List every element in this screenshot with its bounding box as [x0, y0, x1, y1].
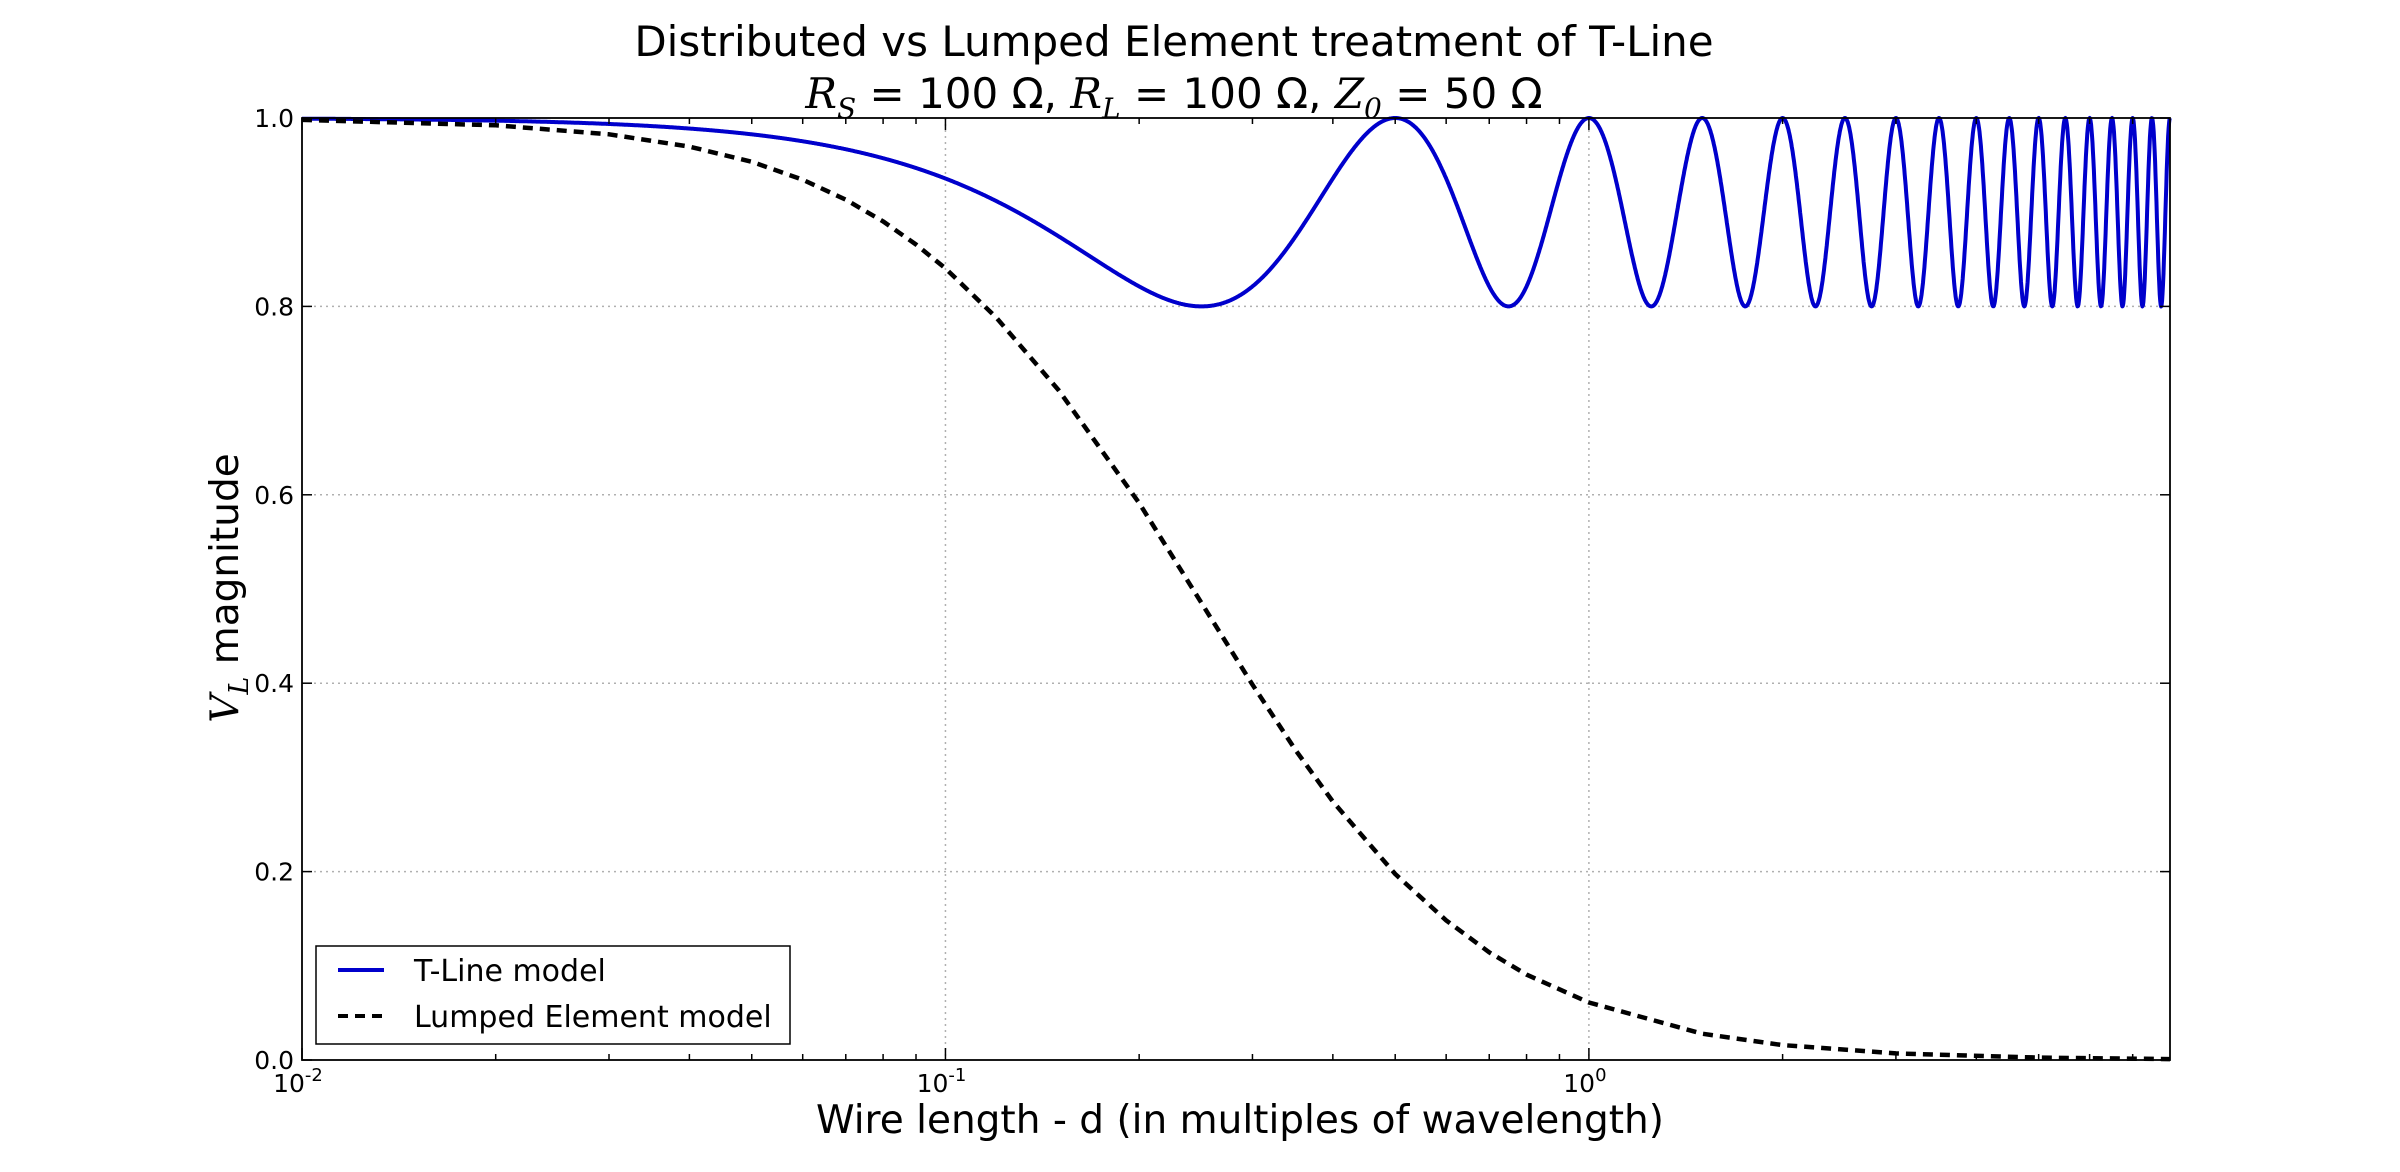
rl-symbol: R — [1069, 69, 1102, 118]
z0-symbol: Z — [1333, 69, 1365, 118]
z0-subscript: 0 — [1364, 92, 1382, 125]
series-tline-model — [300, 116, 2172, 309]
series-layer — [300, 116, 2172, 1062]
x-tick-exponent: -2 — [305, 1065, 323, 1086]
rl-value: = 100 Ω, — [1121, 69, 1335, 118]
x-tick-base: 10 — [917, 1069, 949, 1098]
axis-ticks: 0.00.20.40.60.81.010-2 10-1 100 — [254, 104, 2170, 1098]
x-tick-label: 10-2 — [273, 1065, 323, 1098]
y-tick-label: 0.8 — [254, 292, 294, 321]
rs-symbol: R — [804, 69, 837, 118]
x-axis-label: Wire length - d (in multiples of wavelen… — [816, 1098, 1664, 1143]
y-axis-label: VL magnitude — [203, 453, 255, 722]
plot-frame — [301, 117, 2171, 1061]
rs-value: = 100 Ω, — [856, 69, 1070, 118]
x-tick-label: 100 — [1563, 1065, 1606, 1098]
legend-label-tline: T-Line model — [413, 954, 606, 989]
x-tick-exponent: 0 — [1595, 1065, 1606, 1086]
rs-subscript: S — [837, 92, 856, 125]
legend: T-Line model Lumped Element model — [315, 945, 791, 1045]
rl-subscript: L — [1101, 92, 1121, 125]
series-lumped-element-model — [301, 117, 2171, 1062]
y-tick-label: 0.6 — [254, 481, 294, 510]
y-label-subscript: L — [224, 677, 255, 696]
y-tick-label: 0.2 — [254, 858, 294, 887]
x-tick-exponent: -1 — [948, 1065, 966, 1086]
y-tick-label: 0.4 — [254, 669, 294, 698]
legend-label-lumped: Lumped Element model — [414, 1000, 772, 1035]
y-label-symbol: V — [203, 691, 248, 723]
y-label-text: magnitude — [203, 453, 248, 676]
x-tick-base: 10 — [273, 1069, 305, 1098]
chart-subtitle: RS = 100 Ω, RL = 100 Ω, Z0 = 50 Ω — [804, 69, 1542, 125]
y-tick-label: 1.0 — [254, 104, 294, 133]
y-tick-label: 0.0 — [254, 1046, 294, 1075]
grid — [302, 118, 2170, 1060]
x-tick-label: 10-1 — [917, 1065, 967, 1098]
x-tick-base: 10 — [1563, 1069, 1595, 1098]
z0-value: = 50 Ω — [1382, 69, 1543, 118]
legend-box — [315, 945, 791, 1045]
chart-title: Distributed vs Lumped Element treatment … — [634, 17, 1713, 66]
